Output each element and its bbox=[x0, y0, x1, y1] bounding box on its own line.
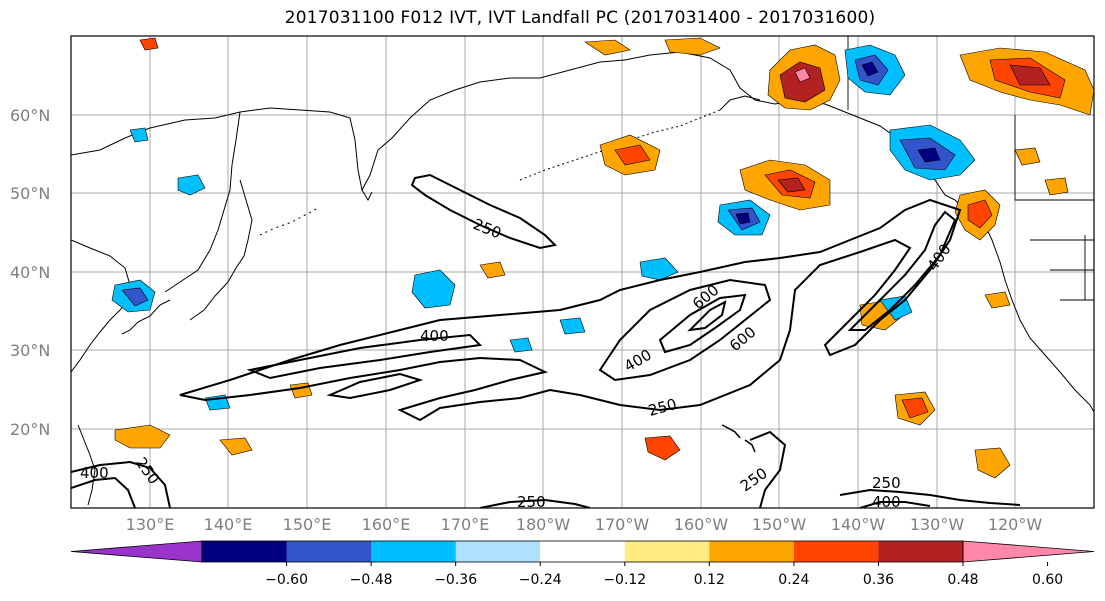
contour-label: 250 bbox=[872, 474, 901, 492]
lon-label: 150°E bbox=[283, 515, 332, 534]
colorbar-segment bbox=[878, 541, 964, 562]
contour-label: 400 bbox=[80, 464, 109, 482]
colorbar-segment bbox=[286, 541, 372, 562]
colorbar-outline bbox=[201, 540, 964, 563]
colorbar-tick-label: −0.36 bbox=[434, 572, 477, 588]
borders bbox=[847, 36, 1094, 301]
lon-label: 140°W bbox=[831, 515, 886, 534]
contour-label: 400 bbox=[872, 493, 901, 511]
ivt-contours bbox=[71, 173, 1021, 508]
lat-label: 20°N bbox=[10, 420, 50, 439]
lon-label: 120°W bbox=[988, 515, 1043, 534]
lon-label: 130°W bbox=[910, 515, 965, 534]
gridlines bbox=[71, 36, 1094, 508]
lon-label: 130°E bbox=[126, 515, 175, 534]
lon-label: 170°W bbox=[595, 515, 650, 534]
contour-label: 250 bbox=[517, 493, 546, 511]
colorbar-segment bbox=[455, 541, 541, 562]
lon-label: 180°W bbox=[516, 515, 571, 534]
colorbar-segment bbox=[371, 541, 457, 562]
lon-label: 160°E bbox=[362, 515, 411, 534]
colorbar-extend-low bbox=[70, 540, 203, 563]
map-frame bbox=[70, 35, 1095, 509]
map-title: 2017031100 F012 IVT, IVT Landfall PC (20… bbox=[284, 8, 876, 28]
colorbar-tick-label: 0.60 bbox=[1032, 572, 1063, 588]
latitude-labels: 60°N 50°N 40°N 30°N 20°N bbox=[10, 106, 50, 439]
colorbar-segment bbox=[540, 541, 626, 562]
colorbar-tick-label: −0.48 bbox=[350, 572, 393, 588]
colorbar-segment bbox=[709, 541, 795, 562]
lon-label: 140°E bbox=[204, 515, 253, 534]
colorbar-tick-label: 0.48 bbox=[947, 572, 978, 588]
colorbar-extend-high bbox=[962, 540, 1095, 563]
colorbar-tick-label: 0.36 bbox=[863, 572, 894, 588]
lat-label: 30°N bbox=[10, 341, 50, 360]
lon-label: 170°E bbox=[441, 515, 490, 534]
lat-label: 40°N bbox=[10, 263, 50, 282]
longitude-labels: 130°E 140°E 150°E 160°E 170°E 180°W 170°… bbox=[126, 515, 1043, 534]
lat-label: 50°N bbox=[10, 184, 50, 203]
colorbar-tick-label: −0.12 bbox=[603, 572, 646, 588]
colorbar-tick-label: 0.24 bbox=[778, 572, 809, 588]
colorbar: −0.60 −0.48 −0.36 −0.24 −0.12 0.12 0.24 0.36 0.4… bbox=[70, 540, 1095, 588]
colorbar-segment bbox=[793, 541, 879, 562]
colorbar-tick-label: −0.24 bbox=[519, 572, 562, 588]
colorbar-tick-label: 0.12 bbox=[694, 572, 725, 588]
colorbar-segment bbox=[624, 541, 710, 562]
lat-label: 60°N bbox=[10, 106, 50, 125]
colorbar-tick-label: −0.60 bbox=[265, 572, 308, 588]
lon-label: 150°W bbox=[752, 515, 807, 534]
contour-label: 400 bbox=[420, 327, 449, 345]
colorbar-segment bbox=[202, 541, 288, 562]
lon-label: 160°W bbox=[674, 515, 729, 534]
